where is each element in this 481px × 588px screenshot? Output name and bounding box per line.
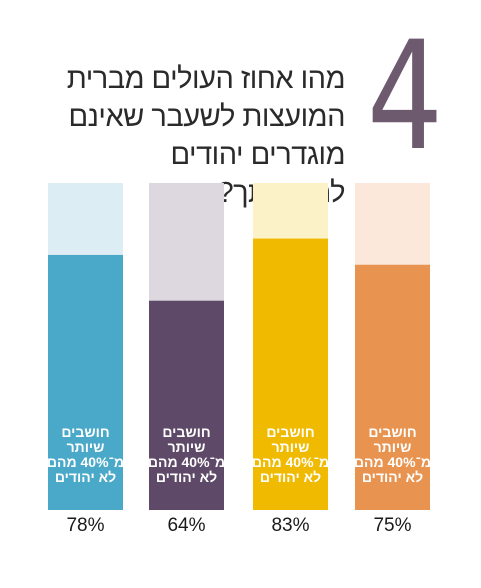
bar-label-3: חושבים שיותר מ־40% מהם לא יהודים — [252, 424, 329, 485]
bar-1 — [48, 254, 123, 510]
question-number: 4 — [366, 10, 444, 184]
value-label-3: 83% — [271, 515, 309, 536]
bar-label-1: חושבים שיותר מ־40% מהם לא יהודים — [47, 424, 124, 485]
bar-label-line: לא יהודים — [156, 469, 217, 485]
bar-label-2: חושבים שיותר מ־40% מהם לא יהודים — [148, 424, 225, 485]
bar-label-line: חושבים — [162, 424, 210, 440]
bar-label-line: מ־40% מהם — [148, 454, 225, 470]
bar-label-line: לא יהודים — [362, 469, 423, 485]
bar-label-line: חושבים — [266, 424, 314, 440]
bar-label-line: מ־40% מהם — [354, 454, 431, 470]
value-label-2: 64% — [167, 515, 205, 536]
bar-label-line: חושבים — [61, 424, 109, 440]
value-label-1: 78% — [66, 515, 104, 536]
bar-label-line: שיותר — [374, 439, 412, 455]
bar-label-line: לא יהודים — [55, 469, 116, 485]
bar-label-4: חושבים שיותר מ־40% מהם לא יהודים — [354, 424, 431, 485]
bar-label-line: לא יהודים — [260, 469, 321, 485]
bar-label-line: שיותר — [272, 439, 310, 455]
bar-label-line: שיותר — [168, 439, 206, 455]
bar-2 — [149, 300, 224, 510]
bar-label-line: שיותר — [67, 439, 105, 455]
bar-label-line: מ־40% מהם — [252, 454, 329, 470]
bar-label-line: חושבים — [368, 424, 416, 440]
bar-3 — [253, 238, 328, 510]
bar-4 — [355, 264, 430, 510]
bar-label-line: מ־40% מהם — [47, 454, 124, 470]
value-label-4: 75% — [373, 515, 411, 536]
